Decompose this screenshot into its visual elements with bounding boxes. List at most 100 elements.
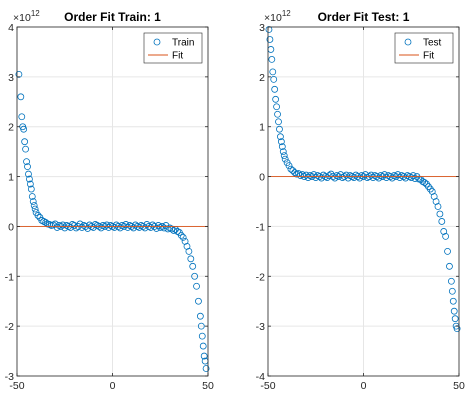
legend-label: Train (172, 38, 194, 49)
data-point (31, 205, 39, 213)
data-point (30, 202, 38, 209)
data-point (438, 218, 446, 225)
x-tick-label: 0 (361, 380, 367, 392)
data-point (448, 287, 456, 295)
data-point (23, 158, 30, 166)
chart-title: Order Fit Train: 1 (64, 10, 161, 24)
data-point (442, 232, 450, 240)
x-tick-label: -50 (260, 380, 275, 392)
data-point (266, 36, 274, 43)
data-point (168, 225, 176, 233)
data-point (287, 165, 295, 173)
data-point (273, 103, 280, 111)
x-tick-label: 0 (110, 380, 116, 392)
data-point (281, 155, 289, 163)
data-point (42, 219, 50, 226)
data-point (276, 125, 283, 133)
legend-label: Test (423, 38, 442, 49)
data-point (198, 332, 206, 340)
data-point (304, 174, 312, 181)
data-point (270, 75, 278, 83)
y-tick-label: 4 (8, 22, 14, 34)
data-point (428, 188, 436, 195)
data-point (285, 162, 293, 170)
legend: Test Fit (394, 32, 454, 64)
data-point (291, 169, 299, 176)
data-point (27, 185, 35, 193)
data-point (267, 46, 275, 53)
data-point (25, 170, 32, 178)
data-point (187, 255, 195, 263)
y-tick-label: 0 (8, 221, 14, 233)
data-point (181, 237, 189, 245)
data-point (451, 315, 459, 323)
data-point (444, 247, 451, 255)
data-point (453, 325, 461, 333)
legend-label: Fit (423, 51, 434, 62)
legend-label: Fit (172, 51, 183, 62)
data-point (440, 228, 448, 235)
y-tick-label: -3 (256, 321, 265, 333)
data-point (179, 233, 187, 241)
data-point (325, 172, 333, 179)
data-point (446, 262, 453, 270)
legend-box (143, 32, 203, 64)
y-tick-label: 3 (259, 22, 265, 34)
data-point (196, 312, 204, 320)
data-point (18, 113, 26, 121)
data-point (183, 242, 191, 250)
y-tick-label: 2 (8, 122, 14, 134)
x-tick-label: 50 (202, 380, 214, 392)
y-tick-label: 1 (259, 122, 265, 134)
data-point (202, 365, 210, 372)
data-point (28, 193, 36, 200)
data-point (279, 148, 287, 156)
data-point (275, 118, 282, 126)
data-point (447, 277, 455, 285)
y-tick-label: 3 (8, 72, 14, 84)
data-point (76, 220, 84, 228)
y-tick-label: -4 (256, 371, 265, 383)
data-point (24, 163, 31, 171)
y-tick-label: 1 (8, 172, 14, 184)
data-point (53, 224, 61, 231)
legend: Train Fit (143, 32, 203, 64)
data-point (15, 70, 23, 78)
data-point (197, 322, 205, 330)
x-tick-label: 50 (453, 380, 465, 392)
legend-box (394, 32, 454, 64)
data-point (200, 352, 208, 360)
y-exponent-label: ×1012 (13, 9, 40, 24)
data-point (432, 198, 440, 205)
data-point (195, 297, 202, 305)
data-point (278, 143, 286, 151)
y-tick-label: 2 (259, 72, 265, 84)
y-tick-label: -1 (256, 221, 265, 233)
data-point (265, 26, 273, 33)
chart-2: -50 0 50 -4 -3 -2 -1 0 1 2 3×1012 Order Fit Test: 1… (256, 9, 465, 392)
data-point (21, 138, 29, 146)
data-point (449, 297, 457, 305)
data-point (274, 110, 281, 118)
data-point (20, 125, 28, 133)
data-point (26, 180, 34, 188)
x-tick-label: -50 (9, 380, 24, 392)
y-tick-label: -3 (5, 371, 14, 383)
chart-title: Order Fit Test: 1 (318, 10, 410, 24)
data-point (154, 222, 162, 229)
data-point (22, 145, 29, 153)
data-point (51, 220, 59, 228)
data-point (280, 152, 288, 160)
data-point (199, 342, 207, 350)
data-point (29, 198, 37, 205)
data-point (191, 272, 199, 280)
y-tick-label: -1 (5, 271, 14, 283)
data-point (26, 175, 33, 183)
legend-marker-scatter (404, 38, 412, 46)
data-point (430, 193, 438, 200)
data-point (298, 171, 306, 178)
data-point (193, 282, 200, 290)
data-point (269, 68, 277, 76)
y-tick-label: -2 (256, 271, 265, 283)
